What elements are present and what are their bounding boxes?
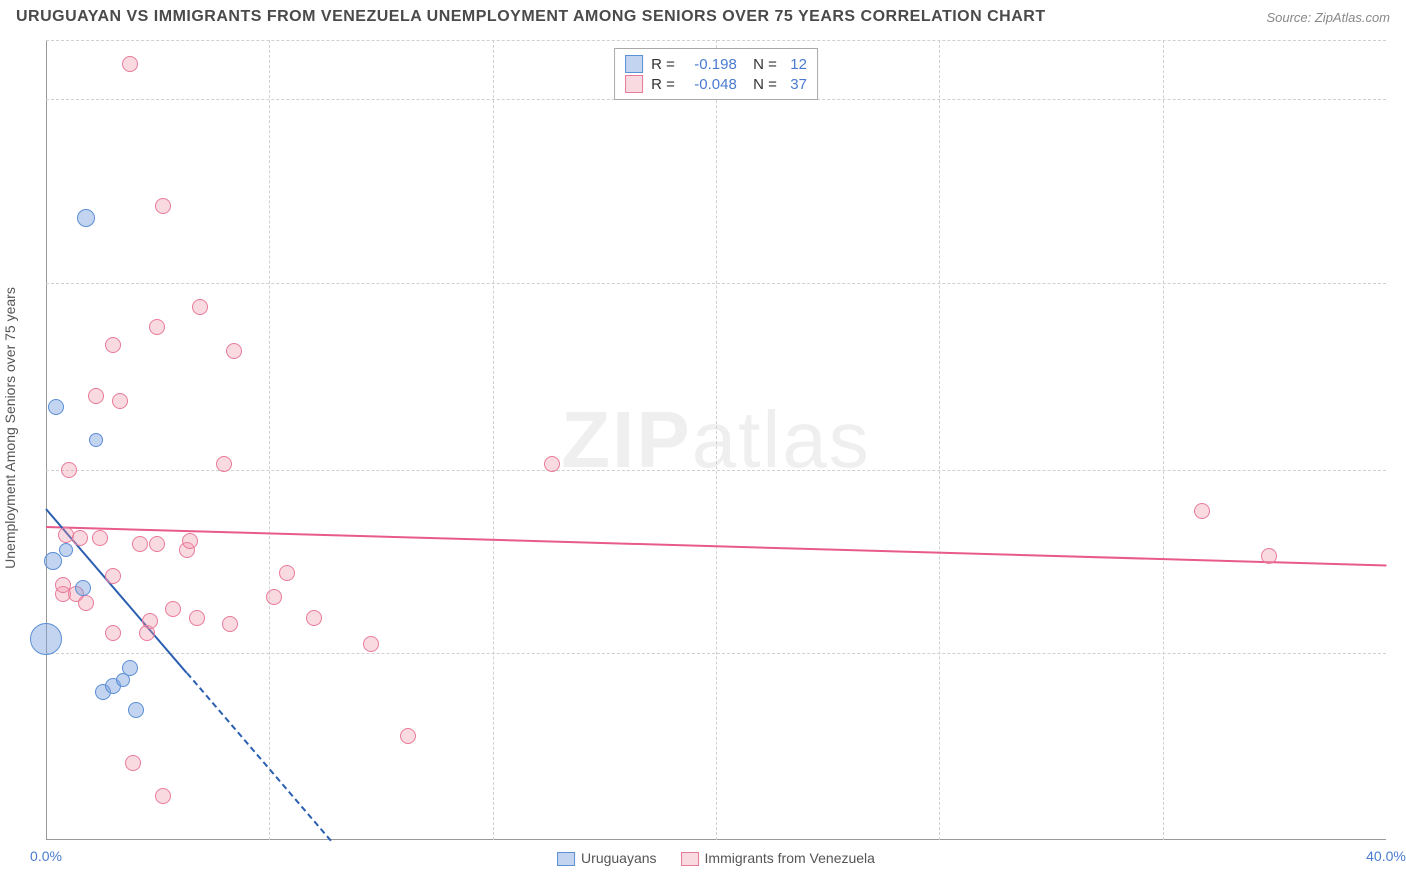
y-axis-label: Unemployment Among Seniors over 75 years bbox=[2, 287, 18, 569]
gridline-vertical bbox=[939, 40, 940, 840]
data-point-uruguayan bbox=[44, 552, 62, 570]
data-point-venezuela bbox=[165, 601, 181, 617]
data-point-venezuela bbox=[155, 788, 171, 804]
data-point-venezuela bbox=[92, 530, 108, 546]
n-label: N = bbox=[745, 56, 777, 73]
data-point-venezuela bbox=[149, 536, 165, 552]
source-attribution: Source: ZipAtlas.com bbox=[1266, 10, 1390, 25]
data-point-venezuela bbox=[266, 589, 282, 605]
data-point-venezuela bbox=[544, 456, 560, 472]
data-point-venezuela bbox=[112, 393, 128, 409]
legend-item: Immigrants from Venezuela bbox=[681, 850, 875, 866]
data-point-venezuela bbox=[155, 198, 171, 214]
data-point-venezuela bbox=[105, 625, 121, 641]
r-value: -0.198 bbox=[683, 56, 737, 73]
gridline-vertical bbox=[1163, 40, 1164, 840]
data-point-venezuela bbox=[122, 56, 138, 72]
data-point-venezuela bbox=[105, 568, 121, 584]
data-point-venezuela bbox=[306, 610, 322, 626]
data-point-uruguayan bbox=[75, 580, 91, 596]
legend-swatch bbox=[625, 75, 643, 93]
data-point-venezuela bbox=[88, 388, 104, 404]
data-point-uruguayan bbox=[77, 209, 95, 227]
data-point-uruguayan bbox=[30, 623, 62, 655]
data-point-uruguayan bbox=[59, 543, 73, 557]
data-point-uruguayan bbox=[89, 433, 103, 447]
gridline-vertical bbox=[493, 40, 494, 840]
data-point-venezuela bbox=[125, 755, 141, 771]
y-tick-label: 6.3% bbox=[1398, 645, 1406, 661]
data-point-venezuela bbox=[222, 616, 238, 632]
data-point-uruguayan bbox=[128, 702, 144, 718]
correlation-legend: R = -0.198 N = 12R = -0.048 N = 37 bbox=[614, 48, 818, 100]
data-point-venezuela bbox=[226, 343, 242, 359]
data-point-venezuela bbox=[216, 456, 232, 472]
data-point-venezuela bbox=[78, 595, 94, 611]
chart-title: URUGUAYAN VS IMMIGRANTS FROM VENEZUELA U… bbox=[16, 8, 1046, 26]
data-point-venezuela bbox=[132, 536, 148, 552]
correlation-row: R = -0.198 N = 12 bbox=[625, 55, 807, 73]
data-point-venezuela bbox=[1194, 503, 1210, 519]
y-axis-line bbox=[46, 40, 47, 840]
y-tick-label: 25.0% bbox=[1398, 91, 1406, 107]
x-tick-label: 0.0% bbox=[30, 848, 62, 864]
legend-label: Immigrants from Venezuela bbox=[705, 850, 875, 866]
data-point-venezuela bbox=[61, 462, 77, 478]
data-point-venezuela bbox=[400, 728, 416, 744]
y-tick-label: 12.5% bbox=[1398, 462, 1406, 478]
n-value: 12 bbox=[785, 56, 807, 73]
data-point-venezuela bbox=[142, 613, 158, 629]
data-point-venezuela bbox=[105, 337, 121, 353]
r-value: -0.048 bbox=[683, 76, 737, 93]
data-point-venezuela bbox=[72, 530, 88, 546]
correlation-row: R = -0.048 N = 37 bbox=[625, 75, 807, 93]
x-tick-label: 40.0% bbox=[1366, 848, 1406, 864]
data-point-venezuela bbox=[279, 565, 295, 581]
gridline-vertical bbox=[269, 40, 270, 840]
data-point-venezuela bbox=[363, 636, 379, 652]
series-legend: Uruguayans Immigrants from Venezuela bbox=[557, 850, 875, 866]
data-point-venezuela bbox=[1261, 548, 1277, 564]
legend-item: Uruguayans bbox=[557, 850, 657, 866]
data-point-uruguayan bbox=[122, 660, 138, 676]
legend-swatch bbox=[625, 55, 643, 73]
r-label: R = bbox=[651, 76, 675, 93]
data-point-venezuela bbox=[182, 533, 198, 549]
legend-swatch bbox=[681, 852, 699, 866]
gridline-vertical bbox=[716, 40, 717, 840]
trend-line bbox=[186, 672, 332, 841]
data-point-uruguayan bbox=[48, 399, 64, 415]
data-point-venezuela bbox=[192, 299, 208, 315]
y-tick-label: 18.8% bbox=[1398, 275, 1406, 291]
chart-plot-area: ZIPatlas 6.3%12.5%18.8%25.0%0.0%40.0% R … bbox=[46, 40, 1386, 840]
n-label: N = bbox=[745, 76, 777, 93]
legend-label: Uruguayans bbox=[581, 850, 657, 866]
data-point-venezuela bbox=[149, 319, 165, 335]
data-point-venezuela bbox=[189, 610, 205, 626]
legend-swatch bbox=[557, 852, 575, 866]
r-label: R = bbox=[651, 56, 675, 73]
n-value: 37 bbox=[785, 76, 807, 93]
